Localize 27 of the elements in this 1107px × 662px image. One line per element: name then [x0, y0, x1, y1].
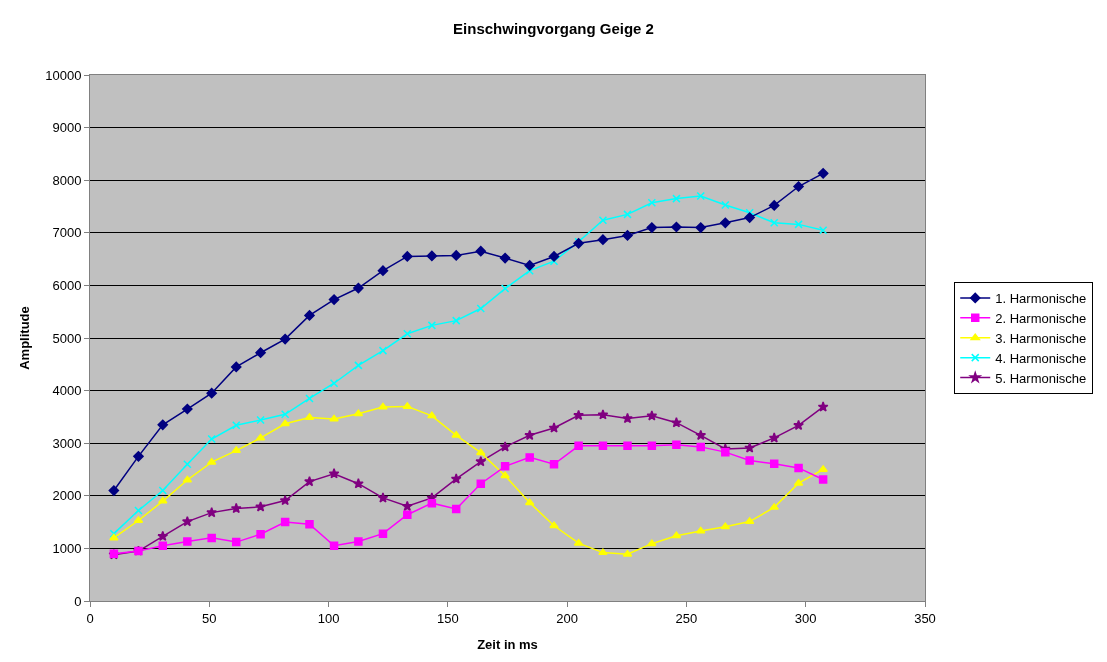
x-axis-title: Zeit in ms	[477, 637, 538, 653]
y-tick-label: 2000	[52, 488, 82, 504]
legend-label: 1. Harmonische	[995, 291, 1087, 307]
x-tick-label: 100	[317, 610, 340, 626]
legend-label: 4. Harmonische	[995, 350, 1087, 366]
legend-label: 2. Harmonische	[995, 310, 1087, 326]
y-tick-label: 8000	[52, 172, 82, 188]
y-tick-label: 3000	[52, 435, 82, 451]
x-tick-label: 250	[675, 610, 698, 626]
y-axis-title: Amplitude	[17, 306, 33, 370]
x-tick-label: 0	[86, 610, 94, 626]
y-tick-label: 7000	[52, 225, 82, 241]
y-tick-label: 6000	[52, 277, 82, 293]
x-tick-label: 200	[556, 610, 578, 626]
chart-title: Einschwingvorgang Geige 2	[453, 19, 654, 37]
y-tick-label: 10000	[45, 67, 82, 83]
x-tick-label: 350	[914, 610, 936, 626]
legend-label: 5. Harmonische	[995, 370, 1087, 386]
y-tick-label: 5000	[52, 330, 82, 346]
y-tick-label: 1000	[52, 540, 82, 556]
y-tick-label: 0	[74, 593, 82, 609]
x-tick-label: 150	[437, 610, 459, 626]
y-tick-label: 9000	[52, 120, 82, 136]
x-tick-label: 50	[202, 610, 217, 626]
x-tick-label: 300	[794, 610, 817, 626]
legend-label: 3. Harmonische	[995, 330, 1087, 346]
y-tick-label: 4000	[52, 383, 82, 399]
